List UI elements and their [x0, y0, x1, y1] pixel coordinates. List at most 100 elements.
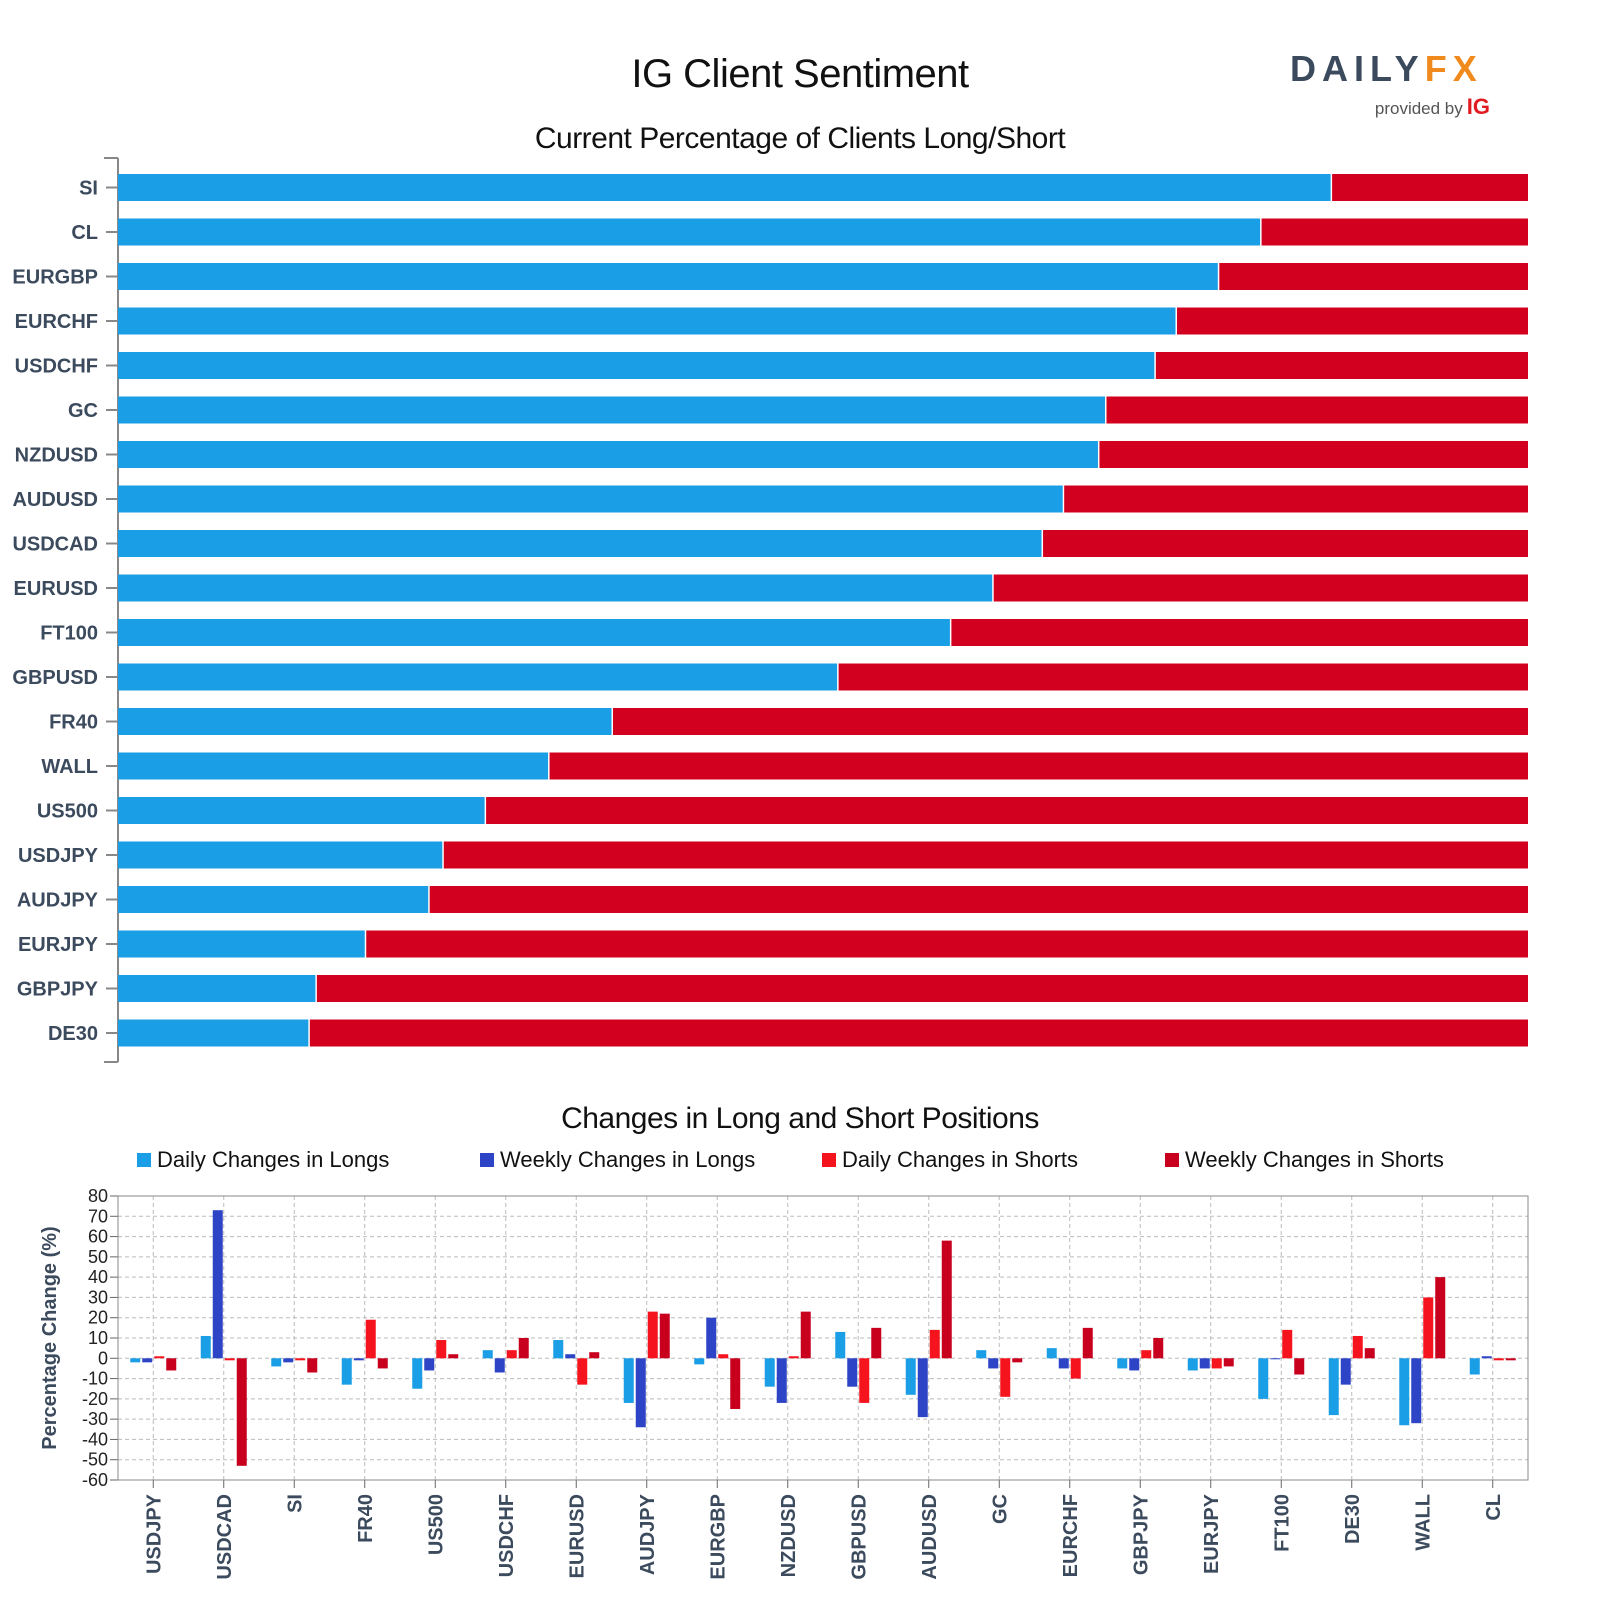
legend-swatch — [480, 1153, 494, 1167]
legend-swatch — [1165, 1153, 1179, 1167]
y-tick-label: -40 — [82, 1429, 108, 1449]
bar-weekly-shorts — [941, 1240, 952, 1359]
short-bar — [549, 752, 1528, 780]
bar-daily-longs — [1046, 1348, 1057, 1359]
bar-weekly-longs — [847, 1358, 858, 1387]
long-bar — [118, 218, 1261, 246]
x-tick-label: AUDUSD — [919, 1494, 941, 1580]
bar-daily-longs — [553, 1340, 564, 1359]
y-tick-label: 40 — [88, 1267, 108, 1287]
bar-daily-shorts — [577, 1358, 588, 1385]
bar-weekly-shorts — [730, 1358, 741, 1409]
legend-swatch — [822, 1153, 836, 1167]
y-tick-label: SI — [79, 178, 98, 200]
legend-label: Daily Changes in Longs — [157, 1147, 390, 1172]
legend-item-weekly-shorts[interactable]: Weekly Changes in Shorts — [1165, 1146, 1444, 1174]
long-bar — [118, 797, 485, 824]
bar-weekly-shorts — [166, 1358, 177, 1371]
legend-swatch — [137, 1153, 151, 1167]
bar-daily-shorts — [1493, 1358, 1504, 1361]
x-tick-label: WALL — [1412, 1494, 1434, 1551]
bar-daily-longs — [976, 1350, 987, 1359]
bar-weekly-shorts — [1223, 1358, 1234, 1367]
chart1-title: Current Percentage of Clients Long/Short — [534, 122, 1066, 155]
bar-weekly-shorts — [1294, 1358, 1305, 1375]
bar-daily-shorts — [224, 1358, 235, 1361]
logo-sub-text: provided by — [1374, 99, 1463, 118]
logo-fx: FX — [1424, 48, 1483, 89]
x-tick-label: EURUSD — [566, 1494, 588, 1578]
x-tick-label: FT100 — [1271, 1494, 1293, 1552]
short-bar — [366, 930, 1528, 958]
legend-item-daily-longs[interactable]: Daily Changes in Longs — [137, 1146, 389, 1174]
bar-weekly-longs — [565, 1354, 576, 1359]
bar-daily-shorts — [929, 1329, 940, 1359]
short-bar — [613, 708, 1528, 735]
x-tick-label: US500 — [425, 1494, 447, 1555]
y-tick-label: FT100 — [40, 623, 98, 645]
bar-weekly-longs — [1129, 1358, 1140, 1371]
y-tick-label: FR40 — [49, 712, 98, 734]
short-bar — [1177, 307, 1528, 335]
bar-weekly-longs — [494, 1358, 505, 1373]
logo-provided-by: provided by IG — [1375, 94, 1490, 120]
x-tick-label: FR40 — [355, 1494, 377, 1543]
long-bar — [118, 1019, 309, 1047]
logo-ig: IG — [1466, 94, 1490, 119]
bar-daily-longs — [764, 1358, 775, 1387]
x-tick-label: EURJPY — [1201, 1493, 1223, 1574]
y-tick-label: WALL — [41, 756, 98, 778]
bar-daily-longs — [1187, 1358, 1198, 1371]
y-tick-label: -50 — [82, 1450, 108, 1470]
short-bar — [1043, 530, 1528, 557]
short-bar — [1332, 174, 1528, 201]
y-tick-label: 50 — [88, 1247, 108, 1267]
y-tick-label: USDCAD — [12, 534, 98, 556]
y-tick-label: US500 — [37, 801, 98, 823]
y-tick-label: USDCHF — [15, 356, 98, 378]
bar-weekly-shorts — [448, 1354, 459, 1359]
long-bar — [118, 752, 549, 780]
bar-daily-shorts — [788, 1356, 799, 1359]
x-tick-label: EURCHF — [1060, 1494, 1082, 1577]
long-bar — [118, 396, 1105, 424]
bar-daily-shorts — [1282, 1329, 1293, 1359]
y-tick-label: GBPJPY — [17, 979, 99, 1001]
bar-daily-shorts — [1070, 1358, 1081, 1379]
long-bar — [118, 930, 365, 958]
long-bar — [118, 619, 950, 646]
short-bar — [443, 841, 1528, 869]
short-bar — [316, 975, 1528, 1002]
bar-daily-shorts — [154, 1356, 165, 1359]
y-tick-label: 20 — [88, 1308, 108, 1328]
bar-weekly-longs — [1411, 1358, 1422, 1424]
bar-daily-longs — [482, 1350, 493, 1359]
long-bar — [118, 975, 316, 1002]
short-bar — [1106, 396, 1528, 424]
legend-item-daily-shorts[interactable]: Daily Changes in Shorts — [822, 1146, 1078, 1174]
bar-weekly-shorts — [1012, 1358, 1023, 1363]
bar-weekly-longs — [917, 1358, 928, 1418]
short-bar — [1155, 352, 1528, 379]
legend-label: Weekly Changes in Shorts — [1185, 1147, 1444, 1172]
y-tick-label: GC — [68, 400, 98, 422]
y-tick-label: -60 — [82, 1470, 108, 1490]
y-tick-label: EURUSD — [14, 578, 98, 600]
y-tick-label: USDJPY — [18, 845, 99, 867]
bar-weekly-shorts — [236, 1358, 247, 1466]
bar-weekly-longs — [1340, 1358, 1351, 1385]
x-tick-label: USDCHF — [496, 1494, 518, 1577]
bar-weekly-shorts — [871, 1327, 882, 1359]
long-bar — [118, 307, 1176, 335]
y-tick-label: EURCHF — [15, 311, 98, 333]
logo-wordmark: DAILYFX — [1290, 48, 1500, 90]
x-tick-label: CL — [1483, 1494, 1505, 1521]
short-bar — [1219, 263, 1528, 290]
x-tick-label: SI — [284, 1494, 306, 1513]
bar-weekly-longs — [1270, 1358, 1281, 1360]
legend-item-weekly-longs[interactable]: Weekly Changes in Longs — [480, 1146, 755, 1174]
bar-weekly-longs — [142, 1358, 153, 1363]
y-tick-label: 30 — [88, 1287, 108, 1307]
plot-frame — [117, 1195, 1529, 1481]
short-bar — [951, 619, 1528, 646]
